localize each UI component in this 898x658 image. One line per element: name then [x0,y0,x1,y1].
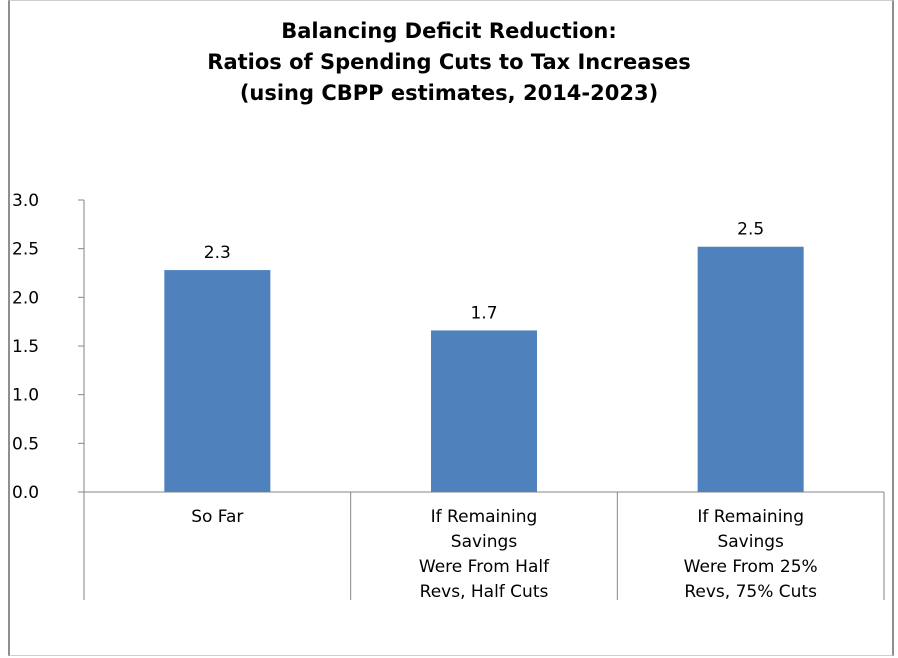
y-tick-label: 1.0 [12,386,39,406]
bar [431,330,537,492]
category-label: Were From 25% [684,557,818,577]
data-label: 2.5 [737,220,764,240]
category-label: Revs, 75% Cuts [684,582,817,602]
chart-title-line-2: Ratios of Spending Cuts to Tax Increases [207,50,691,74]
chart-title-line-1: Balancing Deficit Reduction: [281,19,617,43]
chart-title-line-3: (using CBPP estimates, 2014-2023) [239,81,659,105]
category-label: So Far [191,507,243,527]
y-tick-label: 0.5 [12,434,39,454]
category-label: Were From Half [419,557,550,577]
data-label: 2.3 [204,243,231,263]
y-tick-label: 3.0 [12,191,39,211]
bar [697,246,804,492]
bar [164,270,271,492]
category-label: Revs, Half Cuts [420,582,549,602]
category-label: If Remaining [697,507,804,527]
category-label: Savings [717,532,784,552]
y-tick-label: 0.0 [12,483,39,503]
y-tick-label: 1.5 [12,337,39,357]
category-label: Savings [451,532,518,552]
data-label: 1.7 [470,303,497,323]
y-tick-label: 2.5 [12,240,39,260]
chart-title: Balancing Deficit Reduction: Ratios of S… [0,16,898,109]
category-label: If Remaining [431,507,538,527]
y-tick-label: 2.0 [12,288,39,308]
